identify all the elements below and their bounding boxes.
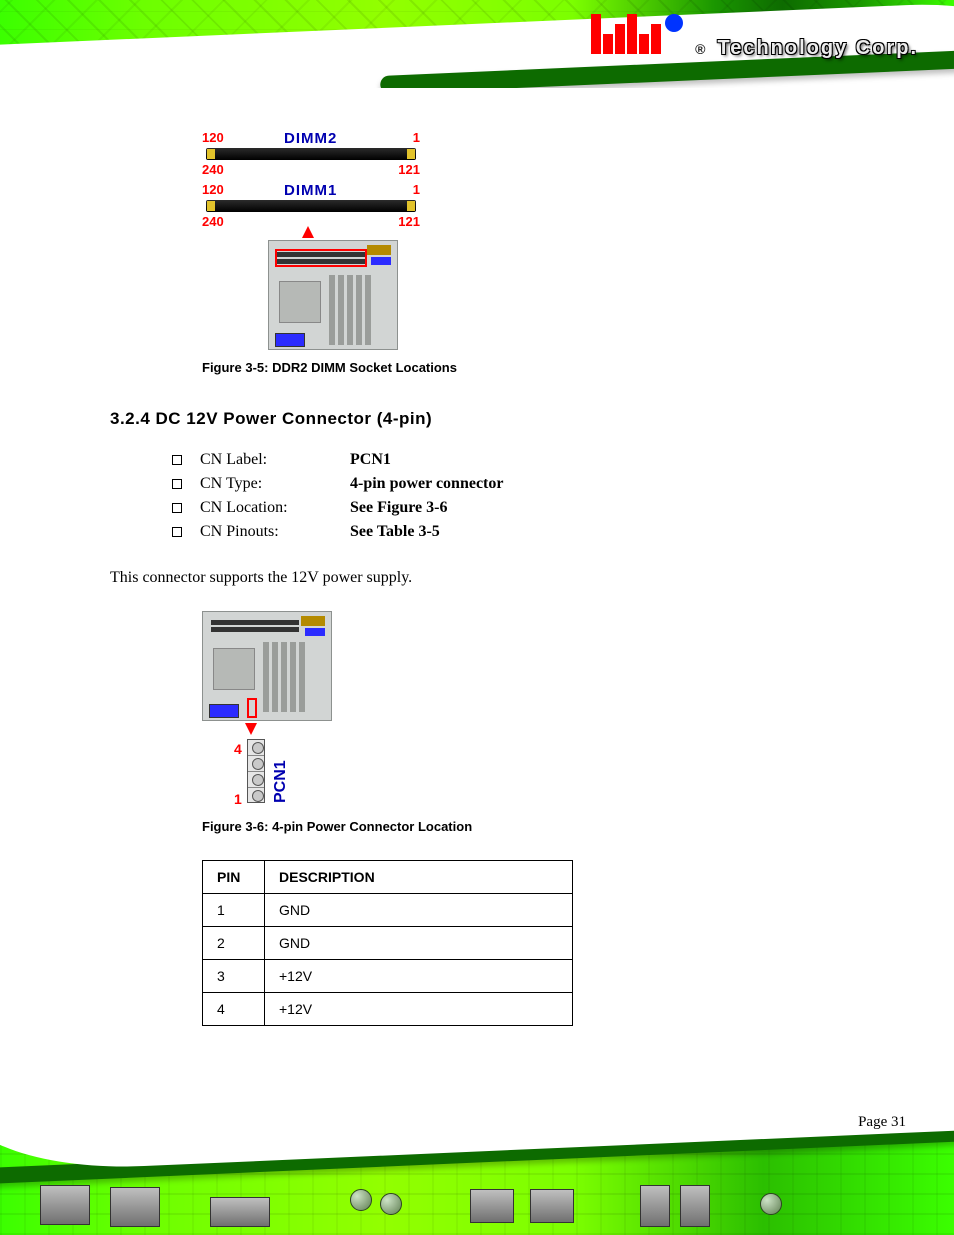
body-paragraph: This connector supports the 12V power su…: [110, 563, 830, 593]
bullet-icon: [172, 479, 182, 489]
cell-desc: +12V: [265, 960, 573, 993]
cell-pin: 1: [203, 894, 265, 927]
pin-label: 1: [234, 791, 242, 807]
pin-label: 240: [202, 162, 224, 177]
cell-desc: GND: [265, 927, 573, 960]
brand-text: Technology Corp.: [717, 37, 918, 60]
pin-label: 120: [202, 182, 224, 197]
cell-pin: 3: [203, 960, 265, 993]
registered-mark: ®: [695, 41, 705, 57]
spec-value: See Table 3-5: [350, 523, 440, 541]
spec-key: CN Label:: [200, 451, 350, 469]
connector-spec-list: CN Label: PCN1 CN Type: 4-pin power conn…: [172, 451, 954, 541]
motherboard-thumbnail: [202, 611, 332, 721]
spec-key: CN Type:: [200, 475, 350, 493]
dimm2-label: DIMM2: [284, 130, 337, 147]
dimm-slot-bar: [206, 148, 416, 160]
list-item: CN Pinouts: See Table 3-5: [172, 523, 954, 541]
list-item: CN Label: PCN1: [172, 451, 954, 469]
pin-label: 240: [202, 214, 224, 229]
footer-chips-art: [0, 1110, 954, 1235]
dimm-slot-bar: [206, 200, 416, 212]
pin-label: 121: [398, 162, 420, 177]
dimm1-label: DIMM1: [284, 182, 337, 199]
table-row: 2 GND: [203, 927, 573, 960]
spec-value: 4-pin power connector: [350, 475, 503, 493]
figure-caption: Figure 3-6: 4-pin Power Connector Locati…: [202, 819, 954, 834]
callout-arrow-icon: [245, 723, 257, 735]
connector-4pin-icon: [247, 739, 265, 803]
page-footer-banner: Page 31: [0, 1110, 954, 1235]
cell-pin: 4: [203, 993, 265, 1026]
pin-label: 121: [398, 214, 420, 229]
header-swoosh2: [0, 88, 954, 120]
page-number: Page 31: [858, 1114, 906, 1131]
spec-key: CN Pinouts:: [200, 523, 350, 541]
spec-value: PCN1: [350, 451, 391, 469]
iei-logo-icon: [591, 14, 683, 54]
pin-label: 120: [202, 130, 224, 145]
section-heading: 3.2.4 DC 12V Power Connector (4-pin): [110, 409, 954, 429]
list-item: CN Type: 4-pin power connector: [172, 475, 954, 493]
table-row: 4 +12V: [203, 993, 573, 1026]
cell-pin: 2: [203, 927, 265, 960]
bullet-icon: [172, 503, 182, 513]
brand-logo-area: ® Technology Corp.: [591, 14, 918, 60]
cell-desc: +12V: [265, 993, 573, 1026]
table-header-row: PIN DESCRIPTION: [203, 861, 573, 894]
pin-label: 1: [413, 182, 420, 197]
pin-label: 4: [234, 741, 242, 757]
page-header-banner: ® Technology Corp.: [0, 0, 954, 120]
page-body: 120 DIMM2 1 240 121 120 DIMM1 1 240 121: [0, 120, 954, 1026]
spec-key: CN Location:: [200, 499, 350, 517]
table-row: 1 GND: [203, 894, 573, 927]
pin-label: 1: [413, 130, 420, 145]
callout-arrow-icon: [302, 226, 314, 238]
col-header-pin: PIN: [203, 861, 265, 894]
motherboard-thumbnail: [268, 240, 398, 350]
highlight-box: [247, 698, 257, 718]
figure-caption: Figure 3-5: DDR2 DIMM Socket Locations: [202, 360, 954, 375]
cell-desc: GND: [265, 894, 573, 927]
pinout-table: PIN DESCRIPTION 1 GND 2 GND 3 +12V 4 +12…: [202, 860, 573, 1026]
bullet-icon: [172, 527, 182, 537]
spec-value: See Figure 3-6: [350, 499, 447, 517]
figure-dimm-sockets: 120 DIMM2 1 240 121 120 DIMM1 1 240 121: [202, 130, 422, 352]
pcn1-label: PCN1: [272, 761, 290, 804]
list-item: CN Location: See Figure 3-6: [172, 499, 954, 517]
figure-pcn1: 4 1 PCN1: [202, 611, 402, 811]
bullet-icon: [172, 455, 182, 465]
col-header-desc: DESCRIPTION: [265, 861, 573, 894]
table-row: 3 +12V: [203, 960, 573, 993]
